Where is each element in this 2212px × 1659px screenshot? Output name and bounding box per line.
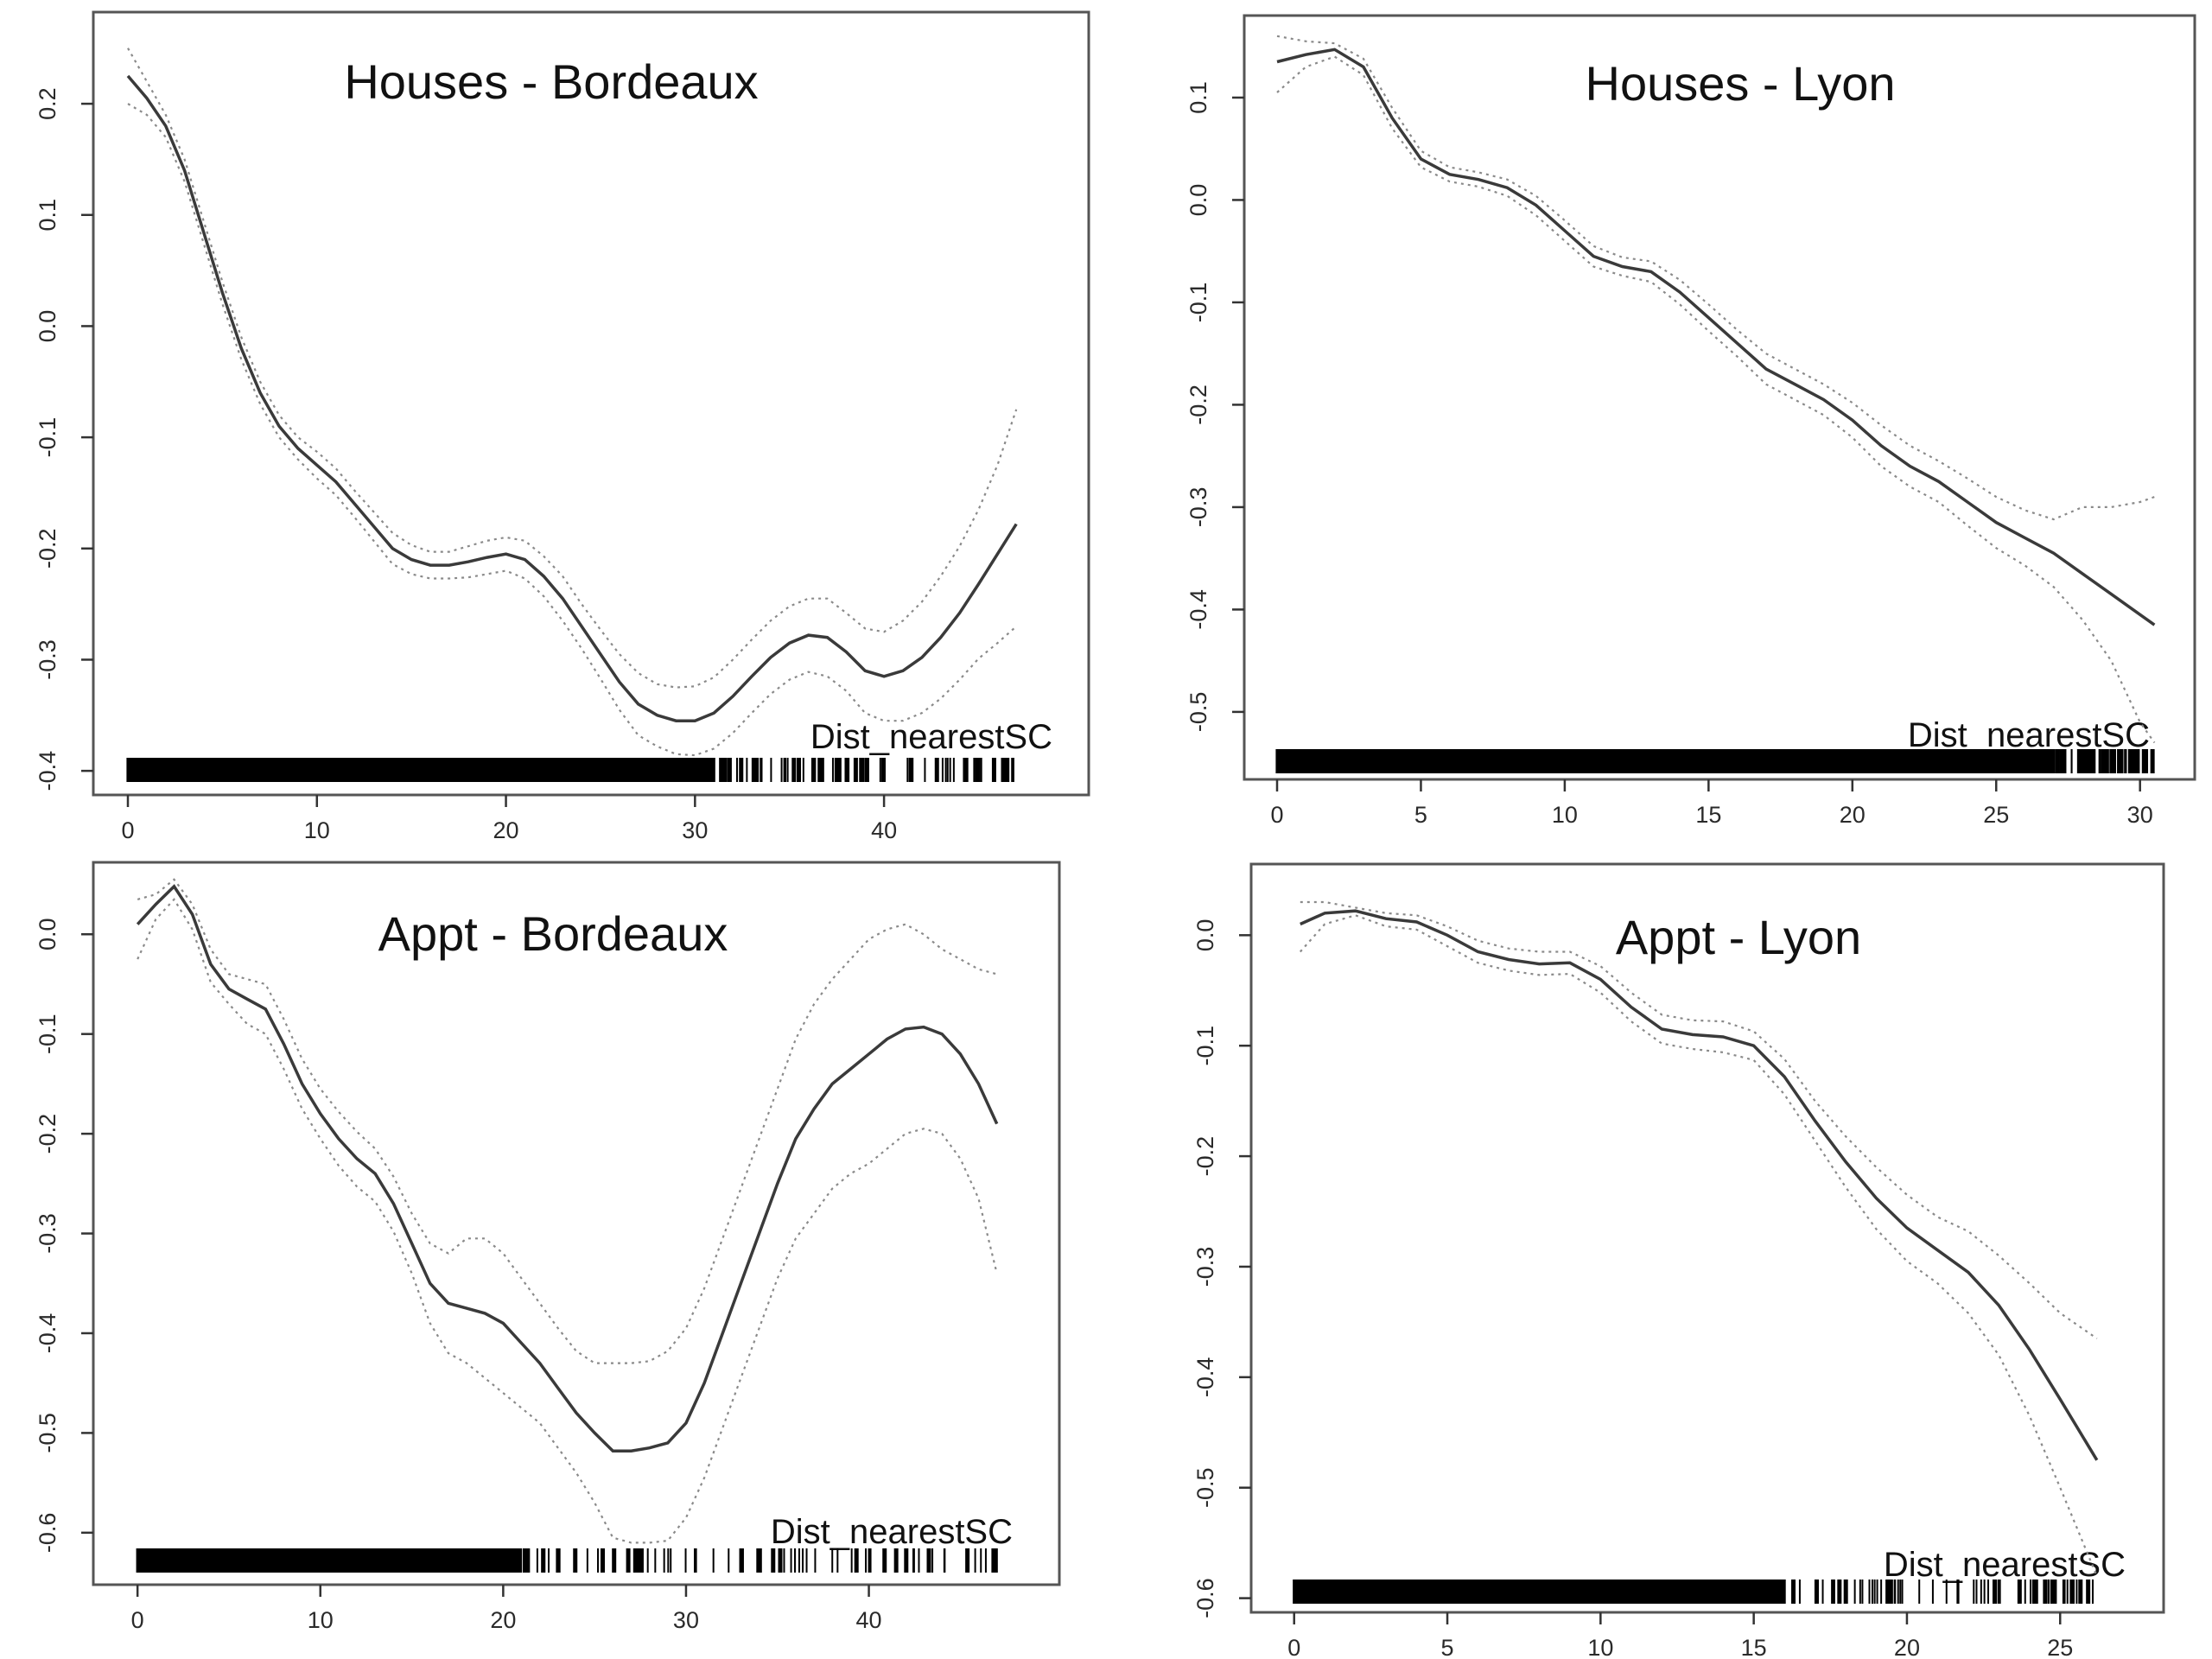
x-tick-label: 30 xyxy=(682,817,708,843)
x-tick-label: 25 xyxy=(2047,1635,2073,1659)
x-tick-label: 15 xyxy=(1741,1635,1767,1659)
y-tick-label: 0.1 xyxy=(1185,81,1211,114)
y-tick-label: -0.5 xyxy=(1185,692,1211,733)
rug xyxy=(1293,1580,2094,1604)
y-tick-label: 0.2 xyxy=(35,87,60,120)
x-tick-label: 15 xyxy=(1695,802,1721,828)
lower-confidence-band xyxy=(127,103,1017,757)
x-tick-label: 5 xyxy=(1441,1635,1454,1659)
chart-title: Houses - Bordeaux xyxy=(344,54,758,109)
y-tick-label: -0.4 xyxy=(35,751,60,791)
x-axis-label: Dist_nearestSC xyxy=(1908,716,2150,754)
x-tick-label: 20 xyxy=(493,817,519,843)
y-tick-label: 0.0 xyxy=(35,310,60,343)
panel-houses-lyon: Houses - Lyon Dist_nearestSC 0 5 10 15 20 25 3… xyxy=(1185,14,2196,828)
x-tick-label: 0 xyxy=(121,817,134,843)
panel-houses-bordeaux: Houses - Bordeaux Dist_nearestSC 0 10 20 30… xyxy=(35,10,1090,843)
rug xyxy=(1275,749,2155,773)
y-tick-label: -0.5 xyxy=(35,1413,60,1453)
y-tick-label: -0.1 xyxy=(1192,1026,1218,1066)
chart-title: Houses - Lyon xyxy=(1586,56,1896,111)
x-tick-label: 10 xyxy=(304,817,330,843)
x-axis-label: Dist_nearestSC xyxy=(771,1513,1013,1551)
upper-confidence-band xyxy=(1300,900,2098,1340)
plot-frame xyxy=(92,10,1090,797)
y-tick-label: -0.3 xyxy=(35,639,60,680)
x-axis-label: Dist_nearestSC xyxy=(1884,1546,2126,1584)
plot-frame xyxy=(1243,14,2196,781)
y-tick-label: -0.4 xyxy=(1185,589,1211,630)
x-tick-label: 30 xyxy=(673,1607,699,1633)
x-tick-label: 10 xyxy=(1552,802,1578,828)
x-tick-label: 20 xyxy=(490,1607,516,1633)
x-tick-label: 30 xyxy=(2127,802,2153,828)
y-tick-label: -0.1 xyxy=(35,1014,60,1054)
y-tick-label: -0.2 xyxy=(35,529,60,569)
panel-appt-lyon: Appt - Lyon Dist_nearestSC 0 5 10 15 20 25 -0.… xyxy=(1192,862,2165,1659)
y-tick-label: 0.0 xyxy=(35,918,60,950)
y-tick-label: 0.0 xyxy=(1192,919,1218,952)
x-axis-label: Dist_nearestSC xyxy=(810,718,1052,756)
y-tick-label: -0.6 xyxy=(1192,1578,1218,1618)
x-tick-label: 25 xyxy=(1983,802,2009,828)
plot-frame xyxy=(92,861,1061,1586)
lower-confidence-band xyxy=(1276,55,2156,744)
x-tick-label: 10 xyxy=(308,1607,334,1633)
y-tick-label: 0.1 xyxy=(35,199,60,232)
y-tick-label: -0.5 xyxy=(1192,1467,1218,1508)
fitted-curve xyxy=(136,884,999,1452)
fitted-curve xyxy=(1276,48,2156,626)
y-tick-label: 0.0 xyxy=(1185,184,1211,217)
x-tick-label: 0 xyxy=(1270,802,1283,828)
fitted-curve xyxy=(126,74,1018,722)
y-tick-label: -0.2 xyxy=(1192,1136,1218,1177)
rug xyxy=(136,1548,998,1573)
panel-appt-bordeaux: Appt - Bordeaux Dist_nearestSC 0 10 20 30 40… xyxy=(35,861,1061,1633)
x-tick-label: 0 xyxy=(1287,1635,1300,1659)
chart-title: Appt - Lyon xyxy=(1616,910,1861,964)
x-tick-label: 10 xyxy=(1587,1635,1613,1659)
y-tick-label: -0.6 xyxy=(35,1513,60,1554)
rug xyxy=(126,758,1014,782)
plot-frame xyxy=(1249,862,2165,1614)
x-tick-label: 40 xyxy=(871,817,897,843)
x-tick-label: 5 xyxy=(1414,802,1427,828)
y-tick-label: -0.1 xyxy=(1185,283,1211,323)
y-tick-label: -0.2 xyxy=(1185,385,1211,425)
y-tick-label: -0.4 xyxy=(1192,1357,1218,1398)
y-tick-label: -0.2 xyxy=(35,1114,60,1154)
x-tick-label: 20 xyxy=(1894,1635,1920,1659)
upper-confidence-band xyxy=(137,878,997,1364)
lower-confidence-band xyxy=(137,898,998,1544)
chart-title: Appt - Bordeaux xyxy=(378,906,728,961)
x-tick-label: 40 xyxy=(856,1607,882,1633)
y-tick-label: -0.1 xyxy=(35,417,60,458)
lower-confidence-band xyxy=(1299,914,2098,1577)
upper-confidence-band xyxy=(1276,35,2155,521)
y-tick-label: -0.4 xyxy=(35,1313,60,1354)
y-tick-label: -0.3 xyxy=(1185,487,1211,528)
y-tick-label: -0.3 xyxy=(35,1213,60,1254)
y-tick-label: -0.3 xyxy=(1192,1247,1218,1287)
fitted-curve xyxy=(1300,909,2099,1461)
x-tick-label: 20 xyxy=(1840,802,1866,828)
x-tick-label: 0 xyxy=(131,1607,144,1633)
